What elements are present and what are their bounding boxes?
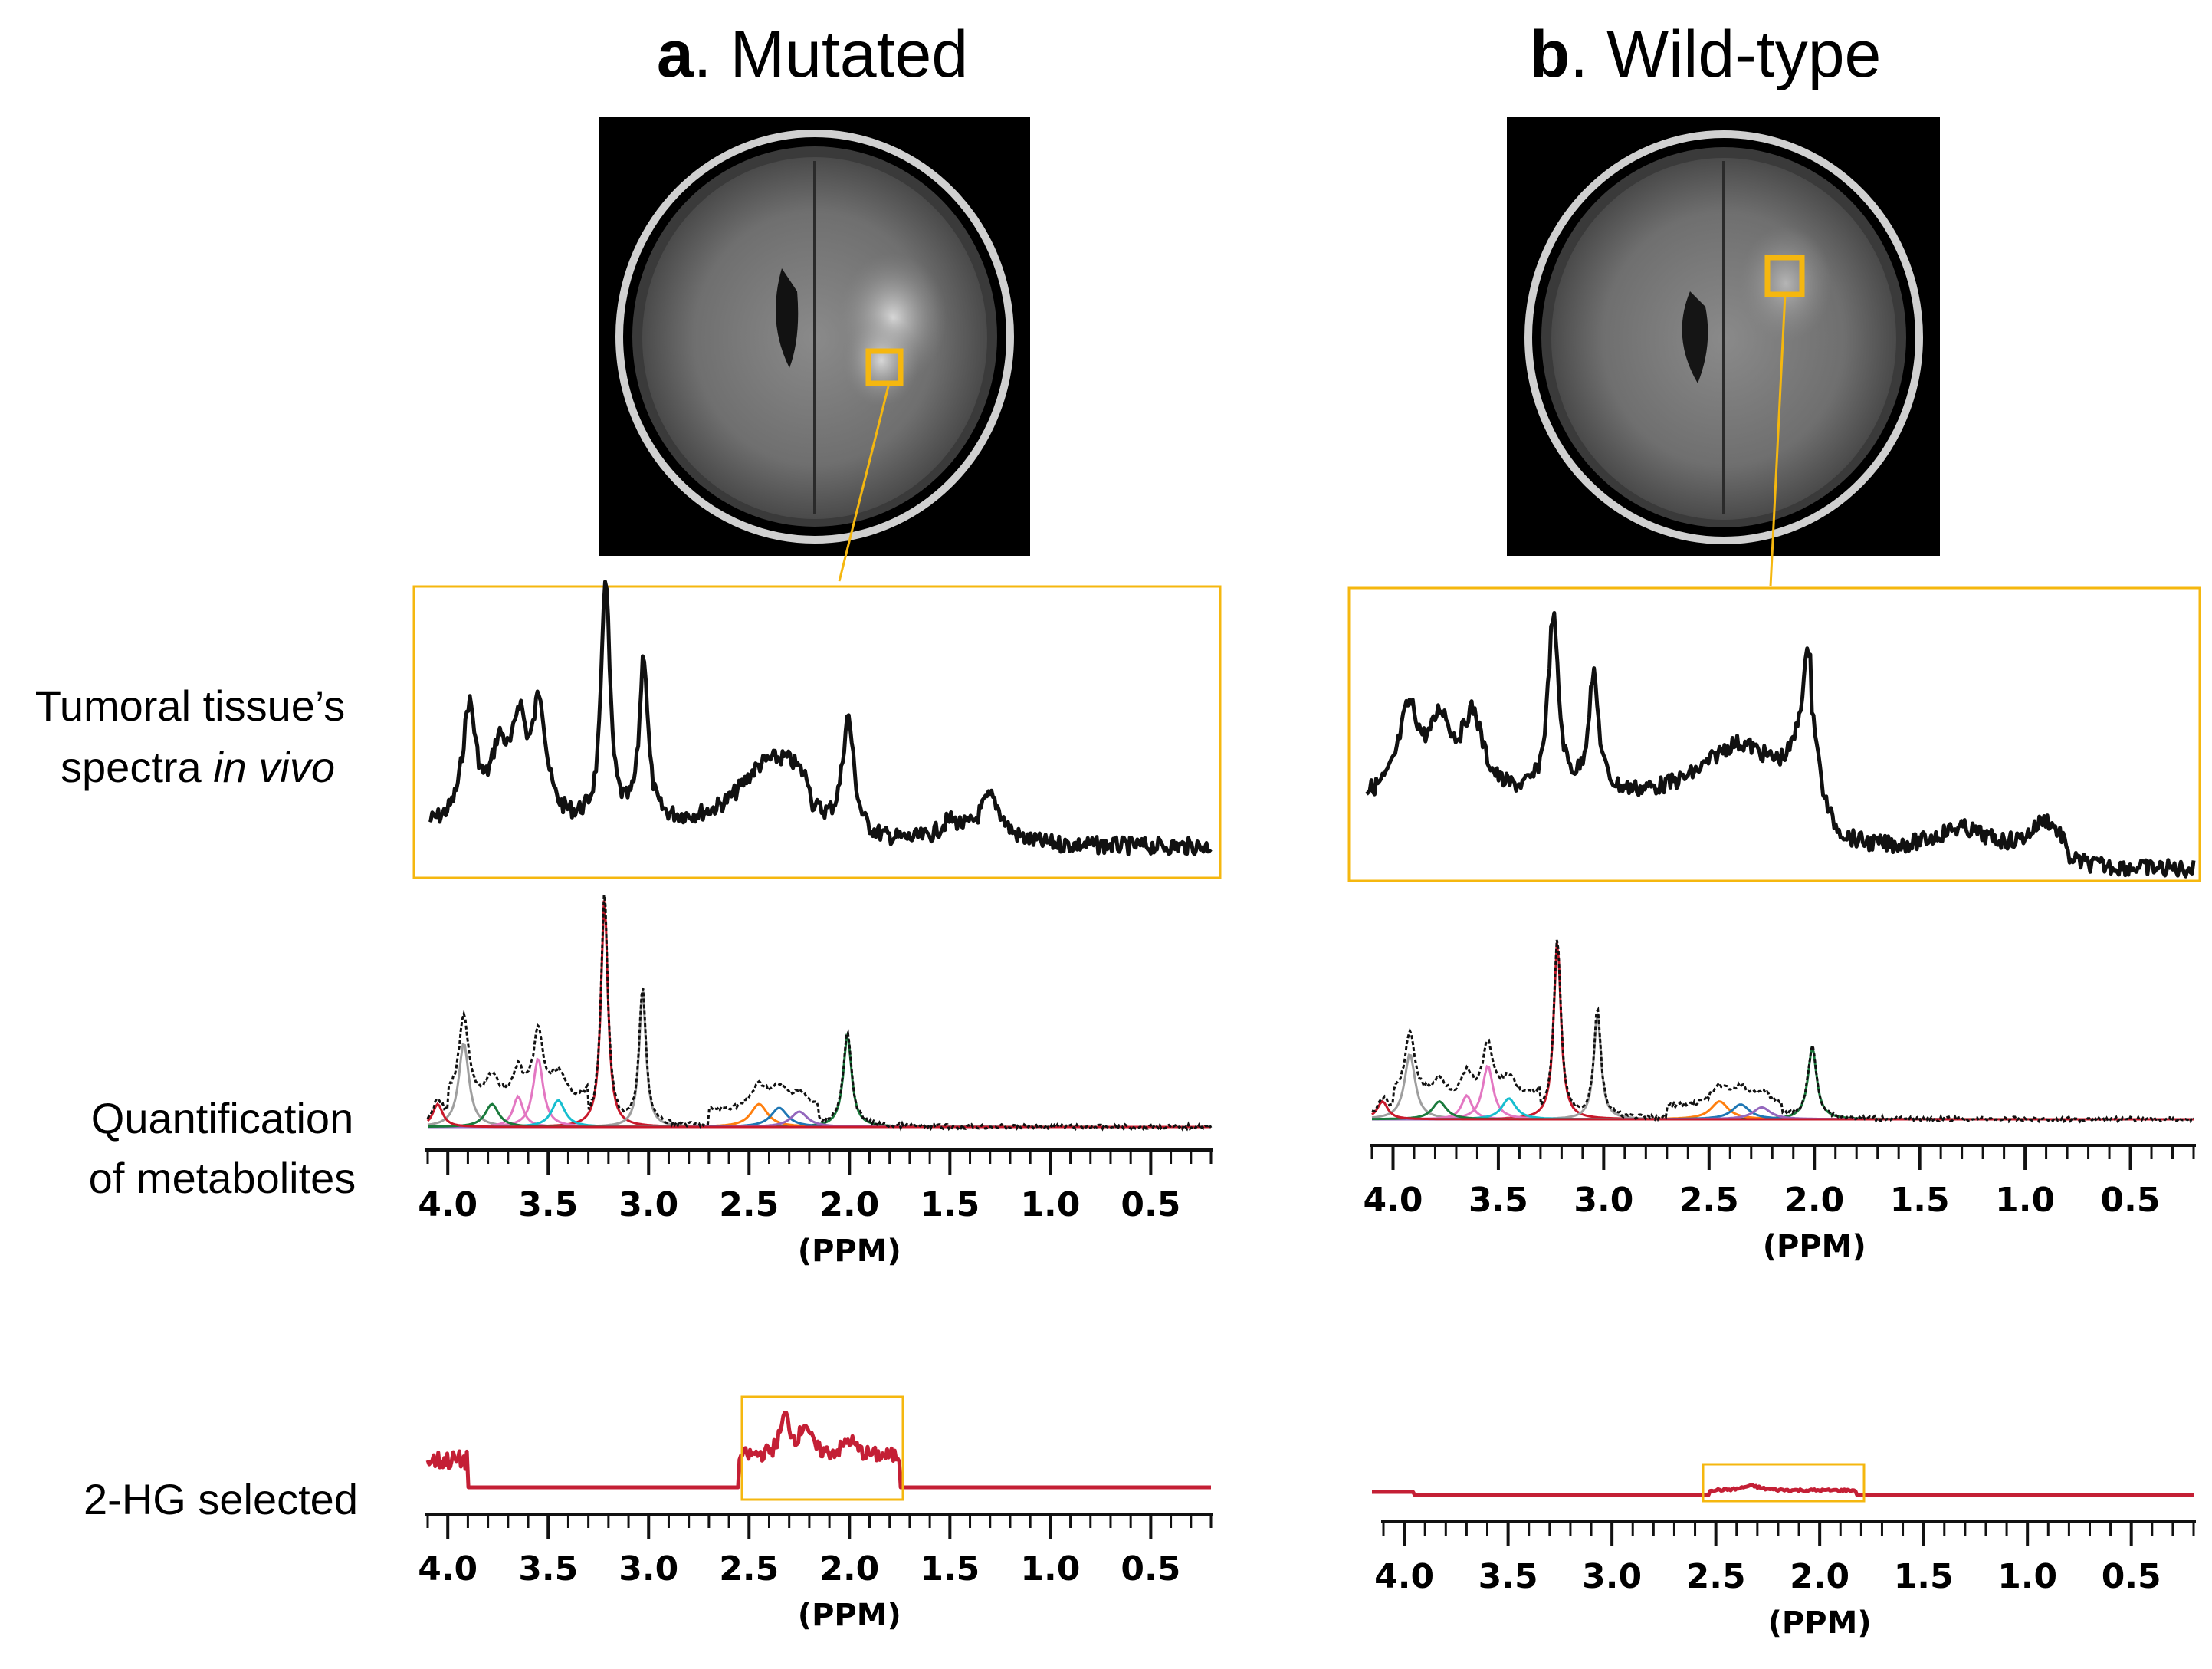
row-label-spectra-line1: Tumoral tissue’s (35, 682, 346, 730)
axis-tick-label: 3.5 (518, 1549, 578, 1589)
row-label-spectra-italic: in vivo (213, 743, 335, 791)
ppm-axis-2hg-mutated: 4.0 3.5 3.0 2.5 2.0 1.5 1.0 0.5 (PPM) (418, 1513, 1213, 1633)
panel-a-title-text: . Mutated (694, 18, 969, 91)
axis-tick-label: 0.5 (1121, 1185, 1180, 1224)
axis-tick-label: 0.5 (1121, 1549, 1180, 1589)
metabolite-fit-curve (1372, 1046, 2194, 1121)
panel-b-letter: b (1530, 18, 1570, 91)
in-vivo-spectrum-mutated (428, 580, 1213, 856)
axis-tick-label: 1.0 (1997, 1557, 2057, 1596)
axis-tick-label: 3.0 (619, 1549, 678, 1589)
axis-tick-label: 2.5 (719, 1185, 779, 1224)
axis-tick-label: 1.0 (1995, 1181, 2055, 1220)
axis-tick-label: 2.0 (1784, 1181, 1844, 1220)
spectrum-box-mutated (412, 585, 1222, 879)
axis-tick-label: 3.5 (518, 1185, 578, 1224)
axis-tick-label: 1.5 (920, 1185, 980, 1224)
ppm-axis-quant-mutated: 4.0 3.5 3.0 2.5 2.0 1.5 1.0 0.5 (PPM) (418, 1148, 1213, 1269)
axis-tick-label: 0.5 (2102, 1557, 2161, 1596)
panel-b-title: b. Wild-type (1530, 18, 1882, 91)
axis-unit-label: (PPM) (1768, 1605, 1872, 1641)
axis-unit-label: (PPM) (1763, 1229, 1866, 1264)
axis-tick-label: 1.0 (1020, 1185, 1080, 1224)
spectrum-box-wild-type (1347, 586, 2201, 882)
axis-tick-label: 1.0 (1020, 1549, 1080, 1589)
quantification-envelope-wild-type (1371, 939, 2194, 1124)
axis-tick-label: 4.0 (1364, 1181, 1423, 1220)
2hg-highlight-box-mutated (740, 1395, 904, 1501)
2hg-highlight-box-wild-type (1702, 1463, 1866, 1503)
axis-tick-label: 3.0 (1574, 1181, 1633, 1220)
row-label-quant-line2: of metabolites (89, 1154, 356, 1202)
axis-tick-label: 2.5 (719, 1549, 779, 1589)
row-label-2hg: 2-HG selected (84, 1475, 358, 1523)
axis-unit-label: (PPM) (798, 1598, 901, 1633)
panel-a-letter: a (657, 18, 694, 91)
axis-tick-label: 2.0 (819, 1185, 879, 1224)
connector-line-mutated (838, 383, 891, 582)
metabolite-fits-wild-type (1371, 942, 2194, 1121)
axis-unit-label: (PPM) (798, 1234, 901, 1269)
axis-tick-label: 2.5 (1686, 1557, 1746, 1596)
metabolite-fits-mutated (426, 900, 1211, 1129)
axis-tick-label: 0.5 (2101, 1181, 2161, 1220)
metabolite-fit-curve (427, 1043, 1211, 1129)
ppm-axis-quant-wild-type: 4.0 3.5 3.0 2.5 2.0 1.5 1.0 0.5 (PPM) (1364, 1144, 2196, 1264)
axis-tick-label: 4.0 (1374, 1557, 1434, 1596)
mri-image-wild-type (1507, 117, 1940, 556)
mri-image-mutated (599, 117, 1030, 556)
axis-tick-label: 4.0 (418, 1549, 478, 1589)
2hg-trace-mutated (425, 1411, 1212, 1490)
axis-tick-label: 3.0 (1582, 1557, 1642, 1596)
axis-tick-label: 1.5 (1890, 1181, 1950, 1220)
metabolite-fit-curve (428, 991, 1211, 1129)
in-vivo-spectrum-wild-type (1365, 611, 2196, 879)
2hg-trace-wild-type (1371, 1483, 2194, 1497)
quantification-envelope-mutated (426, 895, 1213, 1132)
axis-tick-label: 3.5 (1478, 1557, 1538, 1596)
panel-a-title: a. Mutated (657, 18, 968, 91)
axis-tick-label: 3.5 (1469, 1181, 1528, 1220)
metabolite-fit-curve (428, 1033, 1211, 1129)
axis-tick-label: 3.0 (619, 1185, 678, 1224)
axis-tick-label: 4.0 (418, 1185, 478, 1224)
axis-tick-label: 2.5 (1679, 1181, 1739, 1220)
row-label-quant-line1: Quantification (91, 1094, 353, 1142)
axis-tick-label: 2.0 (819, 1549, 879, 1589)
axis-tick-label: 2.0 (1790, 1557, 1849, 1596)
axis-tick-label: 1.5 (920, 1549, 980, 1589)
axis-tick-label: 1.5 (1894, 1557, 1954, 1596)
panel-b-title-text: . Wild-type (1570, 18, 1881, 91)
row-label-spectra-prefix: spectra (61, 743, 213, 791)
connector-line-wild-type (1769, 294, 1787, 587)
ppm-axis-2hg-wild-type: 4.0 3.5 3.0 2.5 2.0 1.5 1.0 0.5 (PPM) (1374, 1520, 2196, 1641)
row-label-spectra-line2: spectra in vivo (61, 743, 335, 791)
